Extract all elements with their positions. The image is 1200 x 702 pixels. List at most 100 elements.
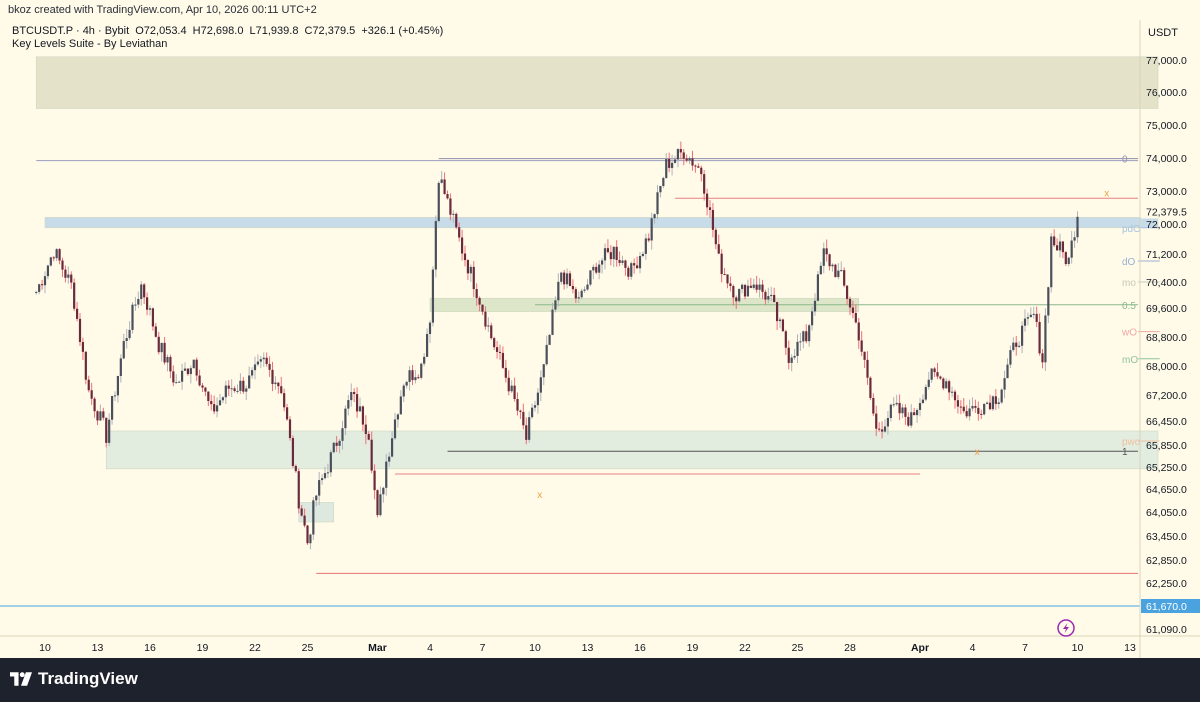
- price-axis[interactable]: 77,000.0 76,000.0 75,000.0 74,000.0 73,000.0…: [1141, 55, 1200, 636]
- candle: [793, 348, 796, 361]
- candle: [880, 421, 884, 439]
- candle: [233, 386, 236, 393]
- candle: [507, 370, 510, 396]
- candle: [945, 378, 948, 389]
- candle: [676, 148, 680, 168]
- time-axis[interactable]: 10 13 16 19 22 25 Mar 4 7 10 13 16 19 22 25 28 Apr 4 7 10 13: [39, 642, 1136, 654]
- candle: [312, 497, 315, 540]
- candle: [239, 373, 242, 395]
- candle: [930, 368, 933, 383]
- candle: [425, 328, 429, 357]
- candle: [189, 365, 192, 384]
- candle: [487, 317, 490, 332]
- candle: [143, 283, 146, 305]
- candle: [551, 302, 554, 336]
- candle: [1055, 238, 1059, 251]
- candle: [845, 285, 849, 305]
- candle: [950, 386, 954, 398]
- candle: [271, 361, 274, 392]
- candle: [449, 193, 452, 221]
- candle: [347, 394, 350, 416]
- candle: [589, 270, 592, 287]
- level-mo-label: mo: [1122, 278, 1136, 289]
- candle: [843, 267, 846, 288]
- candle: [469, 264, 472, 282]
- candle: [169, 354, 172, 379]
- candle: [125, 329, 128, 349]
- candle: [367, 431, 370, 441]
- candle: [688, 156, 691, 165]
- x-tick-label: Apr: [911, 642, 929, 654]
- candle: [1032, 306, 1035, 319]
- candle: [256, 354, 260, 367]
- candle: [828, 253, 831, 271]
- candle: [73, 278, 76, 312]
- candle: [746, 279, 750, 297]
- candle: [221, 396, 225, 404]
- candle: [128, 321, 131, 341]
- candle: [277, 382, 280, 394]
- candle: [408, 366, 411, 391]
- candle: [816, 271, 820, 302]
- candle: [638, 252, 642, 274]
- candle: [192, 359, 195, 369]
- candle: [910, 404, 913, 429]
- candle: [283, 388, 286, 412]
- candle: [338, 438, 341, 454]
- candle: [854, 304, 857, 324]
- candle: [180, 363, 184, 390]
- candle: [1038, 313, 1041, 356]
- candle: [364, 415, 367, 445]
- candle: [186, 368, 190, 376]
- candle: [714, 227, 717, 250]
- candle: [318, 472, 321, 506]
- currency-label[interactable]: USDT: [1148, 27, 1178, 39]
- candle: [1047, 286, 1050, 324]
- symbol-name[interactable]: BTCUSDT.P · 4h · Bybit: [12, 25, 130, 37]
- candle: [93, 396, 96, 418]
- candle: [755, 275, 758, 293]
- high-value: H72,698.0: [192, 25, 244, 37]
- y-tick-label: 72,000.0: [1146, 219, 1187, 231]
- candle: [936, 362, 939, 380]
- candle: [99, 404, 102, 422]
- candle: [557, 273, 560, 307]
- candle: [353, 388, 356, 402]
- candle: [574, 287, 577, 304]
- candle: [635, 256, 639, 269]
- candle: [528, 411, 531, 443]
- candle: [822, 242, 825, 274]
- candle: [218, 393, 222, 406]
- candle: [1023, 309, 1027, 332]
- candle: [802, 330, 805, 349]
- candle: [988, 394, 992, 411]
- chart-credit: bkoz created with TradingView.com, Apr 1…: [8, 4, 317, 16]
- y-tick-label: 64,650.0: [1146, 484, 1187, 496]
- level-mo2-label: mO: [1122, 355, 1138, 366]
- candle: [761, 279, 764, 300]
- candle: [67, 266, 70, 284]
- y-tick-label: 64,050.0: [1146, 507, 1187, 519]
- tradingview-logo[interactable]: TradingView: [10, 669, 138, 689]
- symbol-legend[interactable]: BTCUSDT.P · 4h · Bybit O72,053.4 H72,698…: [12, 25, 446, 37]
- candle: [647, 233, 650, 243]
- candle: [370, 431, 373, 474]
- lightning-icon[interactable]: [1057, 619, 1075, 637]
- y-tick-label: 66,450.0: [1146, 416, 1187, 428]
- candle: [1006, 358, 1009, 379]
- candle: [948, 379, 951, 401]
- candle: [1012, 337, 1015, 352]
- candles-layer: [35, 141, 1079, 550]
- candle: [918, 397, 922, 417]
- candle: [460, 229, 464, 261]
- indicator-legend[interactable]: Key Levels Suite - By Leviathan: [12, 38, 168, 50]
- candle: [420, 362, 423, 380]
- candle: [644, 233, 647, 260]
- candle: [259, 355, 262, 369]
- candle: [402, 383, 405, 403]
- y-tick-label: 63,450.0: [1146, 531, 1187, 543]
- candle: [662, 176, 665, 189]
- candle: [726, 274, 729, 289]
- candle: [303, 508, 306, 528]
